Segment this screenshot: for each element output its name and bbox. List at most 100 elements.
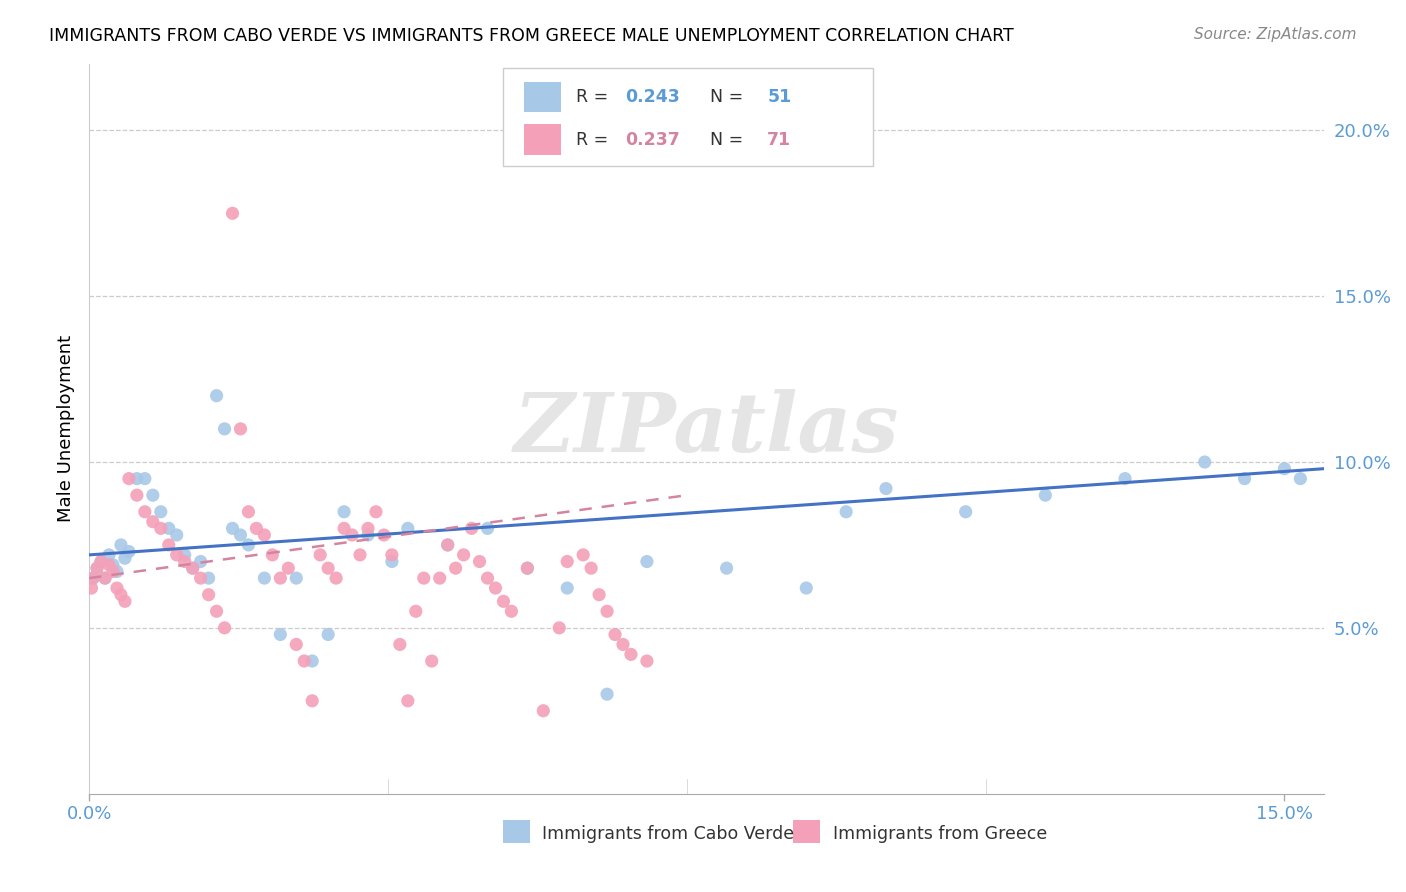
Text: R =: R =: [575, 88, 613, 106]
Point: [80, 581, 103, 595]
Point: [429, 571, 451, 585]
Point: [436, 538, 458, 552]
Point: [82, 571, 104, 585]
Point: [86, 561, 108, 575]
Point: [269, 571, 291, 585]
Point: [245, 521, 267, 535]
Point: [548, 621, 571, 635]
Point: [396, 694, 419, 708]
Point: [105, 581, 128, 595]
Point: [396, 521, 419, 535]
Point: [197, 588, 219, 602]
Point: [229, 528, 252, 542]
Point: [262, 548, 284, 562]
Point: [325, 571, 347, 585]
Point: [794, 581, 817, 595]
Point: [98, 548, 121, 562]
Text: 51: 51: [768, 88, 792, 106]
Point: [114, 551, 136, 566]
Point: [181, 561, 204, 575]
Point: [333, 521, 356, 535]
Point: [955, 505, 977, 519]
Point: [105, 565, 128, 579]
Point: [118, 472, 141, 486]
Point: [221, 206, 243, 220]
Point: [166, 528, 188, 542]
Point: [420, 654, 443, 668]
Point: [134, 505, 156, 519]
Point: [1289, 472, 1312, 486]
Point: [238, 505, 260, 519]
Point: [468, 555, 491, 569]
Point: [316, 561, 339, 575]
Point: [125, 488, 148, 502]
Bar: [793, 820, 820, 843]
Point: [460, 521, 482, 535]
Point: [453, 548, 475, 562]
Point: [253, 528, 276, 542]
Point: [94, 571, 117, 585]
Point: [835, 505, 858, 519]
Text: IMMIGRANTS FROM CABO VERDE VS IMMIGRANTS FROM GREECE MALE UNEMPLOYMENT CORRELATI: IMMIGRANTS FROM CABO VERDE VS IMMIGRANTS…: [49, 27, 1014, 45]
Point: [166, 548, 188, 562]
Point: [301, 694, 323, 708]
Text: N =: N =: [699, 88, 749, 106]
Point: [277, 561, 299, 575]
Point: [388, 637, 411, 651]
Point: [555, 555, 578, 569]
Point: [612, 637, 634, 651]
Text: Immigrants from Greece: Immigrants from Greece: [832, 825, 1047, 843]
Bar: [524, 81, 561, 112]
Bar: [524, 125, 561, 155]
Point: [190, 555, 212, 569]
Point: [157, 538, 180, 552]
Point: [1033, 488, 1056, 502]
Point: [596, 604, 619, 618]
Point: [357, 528, 380, 542]
Point: [229, 422, 252, 436]
Point: [157, 521, 180, 535]
Y-axis label: Male Unemployment: Male Unemployment: [58, 335, 75, 523]
Point: [114, 594, 136, 608]
Point: [197, 571, 219, 585]
Point: [285, 571, 308, 585]
Point: [333, 505, 356, 519]
Text: ZIPatlas: ZIPatlas: [515, 389, 900, 469]
Point: [82, 571, 104, 585]
Point: [436, 538, 458, 552]
Point: [125, 472, 148, 486]
Point: [357, 521, 380, 535]
Point: [603, 627, 626, 641]
Point: [142, 515, 165, 529]
Point: [1114, 472, 1136, 486]
Point: [412, 571, 434, 585]
Point: [716, 561, 738, 575]
Text: 0.237: 0.237: [626, 131, 681, 149]
Point: [205, 389, 228, 403]
Point: [110, 588, 132, 602]
Point: [596, 687, 619, 701]
Point: [1274, 461, 1296, 475]
Point: [516, 561, 538, 575]
Point: [636, 654, 658, 668]
Point: [214, 621, 236, 635]
Point: [98, 558, 121, 572]
Point: [373, 528, 395, 542]
Point: [364, 505, 387, 519]
Point: [477, 521, 499, 535]
Point: [572, 548, 595, 562]
Point: [190, 571, 212, 585]
Text: R =: R =: [575, 131, 613, 149]
Point: [149, 505, 172, 519]
Point: [444, 561, 467, 575]
Point: [214, 422, 236, 436]
Point: [340, 528, 363, 542]
Point: [118, 544, 141, 558]
Point: [516, 561, 538, 575]
Point: [301, 654, 323, 668]
Bar: [503, 820, 530, 843]
Point: [620, 648, 643, 662]
Point: [253, 571, 276, 585]
Point: [316, 627, 339, 641]
Point: [94, 571, 117, 585]
